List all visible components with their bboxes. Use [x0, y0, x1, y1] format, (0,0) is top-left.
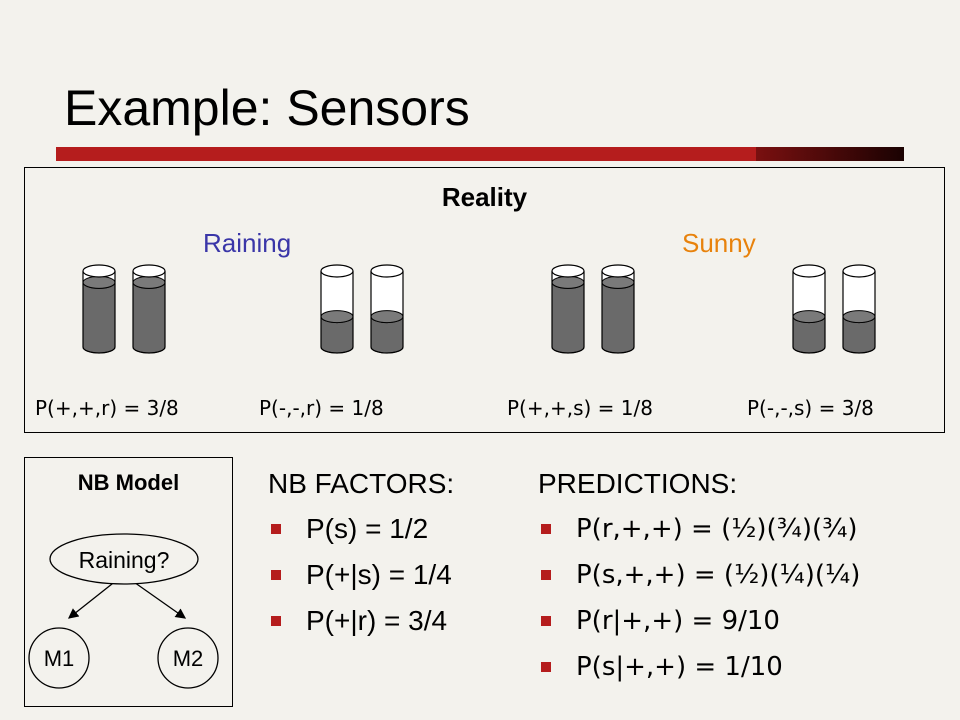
bullet-icon: [541, 524, 551, 534]
node-raining: [49, 533, 199, 585]
prob-minus-minus-r: P(-,-,r) = 1/8: [259, 396, 384, 420]
cylinder-sunny-plus-1: [551, 264, 585, 354]
bullet-icon: [541, 662, 551, 672]
bullet-icon: [271, 616, 281, 626]
prob-plus-plus-r: P(+,+,r) = 3/8: [35, 396, 179, 420]
node-m2-label: M2: [173, 646, 204, 671]
slide-title: Example: Sensors: [64, 80, 470, 136]
cylinder-raining-minus-1: [320, 264, 354, 354]
prediction-item: P(r,+,+) = (½)(¾)(¾): [538, 506, 860, 552]
predictions-heading: PREDICTIONS:: [538, 468, 738, 499]
sensor-cylinders: [82, 264, 876, 354]
nb-factors-section: NB FACTORS: P(s) = 1/2 P(+|s) = 1/4 P(+|…: [268, 462, 454, 644]
node-raining-label: Raining?: [79, 547, 170, 573]
factor-item: P(+|r) = 3/4: [268, 598, 454, 644]
prob-minus-minus-s: P(-,-,s) = 3/8: [747, 396, 874, 420]
nb-model-panel: NB Model Raining? M1 M2: [24, 457, 233, 707]
title-underline-red: [56, 147, 756, 161]
factor-item: P(+|s) = 1/4: [268, 552, 454, 598]
cylinder-sunny-minus-1: [792, 264, 826, 354]
prediction-item: P(s|+,+) = 1/10: [538, 644, 860, 690]
bullet-icon: [271, 524, 281, 534]
sunny-label: Sunny: [682, 228, 756, 258]
cylinder-raining-plus-1: [82, 264, 116, 354]
title-underline-dark: [756, 147, 904, 161]
edge-root-m2: [130, 579, 187, 619]
node-m2: [157, 627, 219, 689]
reality-title: Reality: [441, 182, 528, 212]
nb-model-graph: Raining? M1 M2: [28, 533, 219, 689]
bullet-icon: [541, 570, 551, 580]
cylinder-raining-plus-2: [132, 264, 166, 354]
cylinder-raining-minus-2: [370, 264, 404, 354]
bullet-icon: [541, 616, 551, 626]
prediction-item: P(s,+,+) = (½)(¼)(¼): [538, 552, 860, 598]
nb-factors-heading: NB FACTORS:: [268, 468, 455, 499]
bullet-icon: [271, 570, 281, 580]
cylinder-sunny-minus-2: [842, 264, 876, 354]
node-m1-label: M1: [44, 646, 75, 671]
reality-panel: Reality Raining Sunny P(+,+,r) = 3/8 P(-…: [24, 167, 945, 433]
edge-root-m1: [67, 579, 118, 619]
nb-model-title: NB Model: [77, 470, 180, 495]
raining-label: Raining: [203, 228, 292, 258]
cylinder-sunny-plus-2: [601, 264, 635, 354]
factor-item: P(s) = 1/2: [268, 506, 454, 552]
node-m1: [28, 627, 90, 689]
predictions-section: PREDICTIONS: P(r,+,+) = (½)(¾)(¾) P(s,+,…: [538, 462, 860, 690]
prediction-item: P(r|+,+) = 9/10: [538, 598, 860, 644]
prob-plus-plus-s: P(+,+,s) = 1/8: [507, 396, 653, 420]
